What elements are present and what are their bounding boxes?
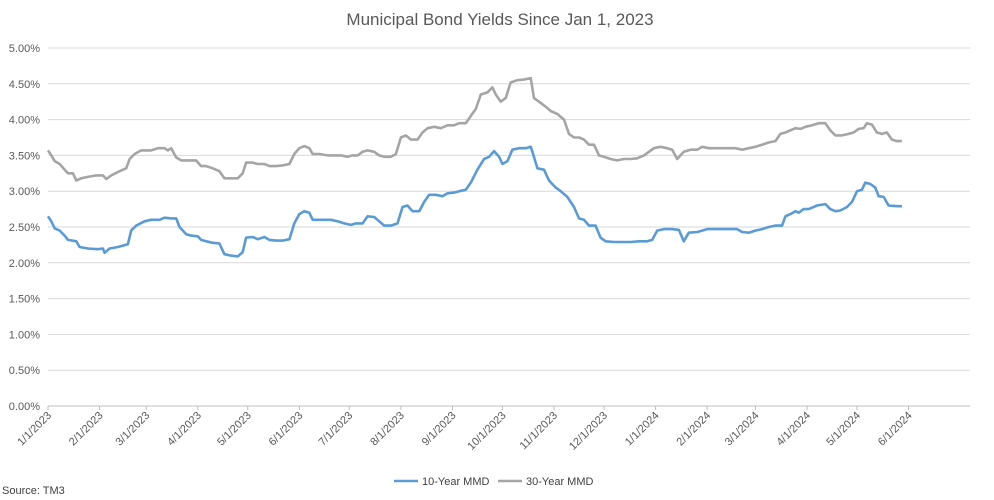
y-tick-label: 3.50% bbox=[9, 150, 40, 162]
legend-label: 30-Year MMD bbox=[526, 476, 594, 488]
chart-title: Municipal Bond Yields Since Jan 1, 2023 bbox=[346, 10, 653, 29]
series-line-30-year-mmd bbox=[46, 76, 902, 182]
y-tick-label: 4.00% bbox=[9, 115, 40, 127]
grid-layer bbox=[48, 47, 970, 407]
y-tick-label: 2.00% bbox=[9, 258, 40, 270]
y-tick-label: 1.50% bbox=[9, 294, 40, 306]
y-tick-label: 0.50% bbox=[9, 365, 40, 377]
x-axis-ticks: 1/1/2023 2/1/2023 3/1/2023 4/1/2023 5/1/2023… bbox=[15, 406, 915, 453]
y-tick-label: 2.50% bbox=[9, 222, 40, 234]
x-tick-label: 4/1/2023 bbox=[165, 410, 204, 449]
x-tick-label: 7/1/2023 bbox=[317, 410, 356, 449]
x-tick-label: 1/1/2023 bbox=[15, 410, 54, 449]
legend: 10-Year MMD 30-Year MMD bbox=[394, 476, 594, 488]
x-tick-label: 6/1/2024 bbox=[876, 410, 915, 449]
x-tick-label: 5/1/2024 bbox=[824, 410, 863, 449]
x-tick-label: 12/1/2023 bbox=[567, 410, 610, 453]
x-tick-label: 6/1/2023 bbox=[267, 410, 306, 449]
x-tick-label: 2/1/2023 bbox=[67, 410, 106, 449]
y-tick-label: 4.50% bbox=[9, 79, 40, 91]
x-tick-label: 9/1/2023 bbox=[420, 410, 459, 449]
x-tick-label: 5/1/2023 bbox=[215, 410, 254, 449]
source-note: Source: TM3 bbox=[2, 485, 65, 497]
x-tick-label: 2/1/2024 bbox=[675, 410, 714, 449]
x-tick-label: 1/1/2024 bbox=[623, 410, 662, 449]
x-tick-label: 3/1/2024 bbox=[723, 410, 762, 449]
y-axis-ticks: 0.00% 0.50% 1.00% 1.50% 2.00% 2.50% 3.00% 3.50%… bbox=[9, 43, 40, 413]
x-tick-label: 10/1/2023 bbox=[465, 410, 508, 453]
series-layer bbox=[46, 76, 902, 258]
x-tick-label: 4/1/2024 bbox=[774, 410, 813, 449]
y-tick-label: 5.00% bbox=[9, 43, 40, 55]
y-tick-label: 1.00% bbox=[9, 329, 40, 341]
y-tick-label: 0.00% bbox=[9, 401, 40, 413]
x-tick-label: 3/1/2023 bbox=[114, 410, 153, 449]
legend-label: 10-Year MMD bbox=[422, 476, 490, 488]
x-tick-label: 8/1/2023 bbox=[368, 410, 407, 449]
series-line-10-year-mmd bbox=[46, 145, 902, 258]
y-tick-label: 3.00% bbox=[9, 186, 40, 198]
x-tick-label: 11/1/2023 bbox=[518, 410, 561, 453]
